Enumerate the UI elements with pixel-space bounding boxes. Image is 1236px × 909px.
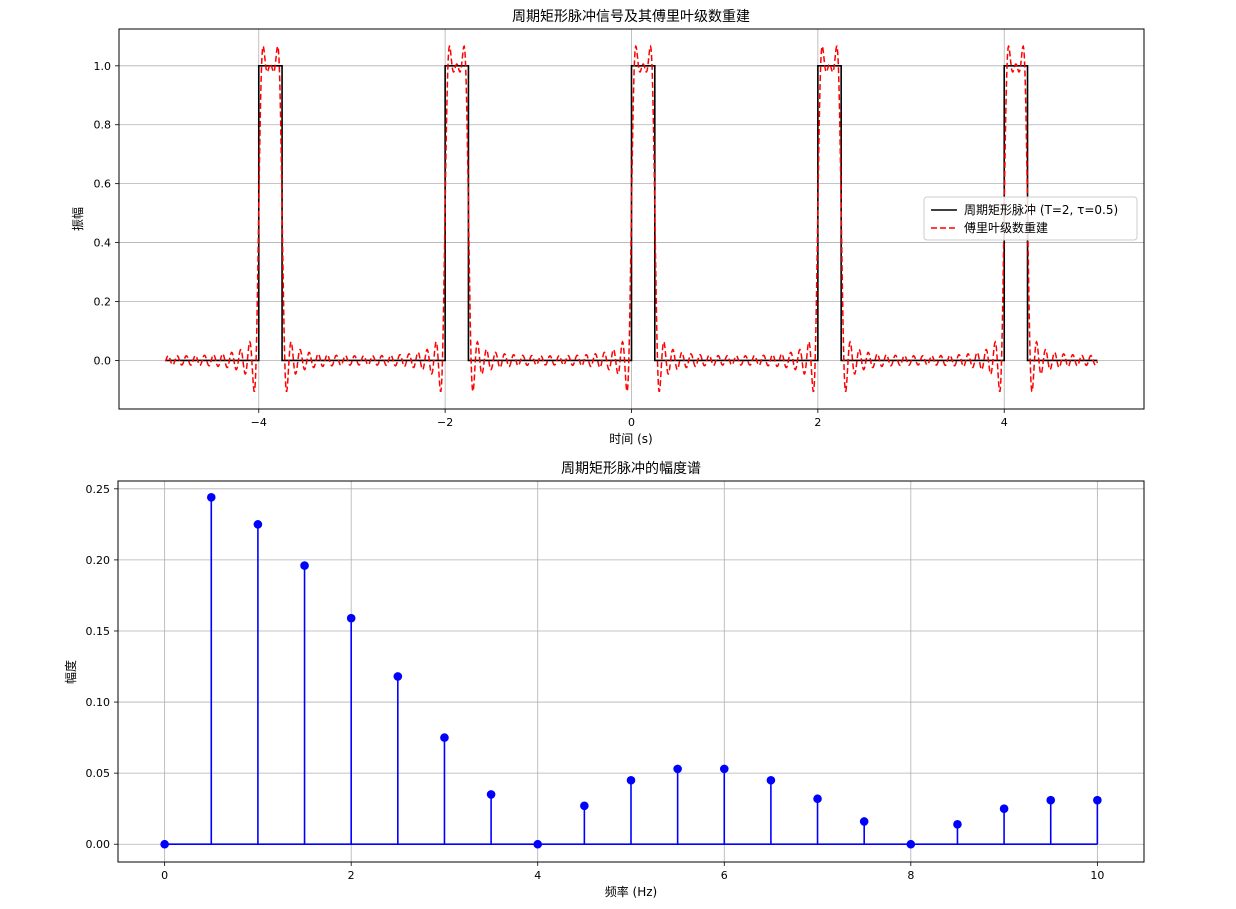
x-tick-label: 0	[628, 416, 635, 429]
x-tick-label: 8	[907, 869, 914, 882]
stem-marker	[1046, 795, 1056, 805]
stem-marker	[859, 817, 869, 826]
x-tick-label: 0	[161, 869, 168, 882]
spectrum-chart: 周期矩形脉冲的幅度谱 频率 (Hz) 幅度 0 2 4 6 8 10 0.00 0.05 0.1…	[63, 461, 1145, 899]
ticks: −4 −2 0 2 4 0.0 0.2 0.4 0.6 0.8 1.0	[94, 60, 1008, 429]
stem-marker	[253, 520, 263, 529]
y-tick-label: 0.2	[94, 295, 112, 308]
y-axis-label: 幅度	[63, 660, 78, 684]
legend-entry-fourier: 傅里叶级数重建	[964, 220, 1048, 235]
stem-marker	[160, 839, 169, 849]
y-tick-label: 1.0	[94, 60, 112, 73]
x-tick-label: −2	[437, 416, 453, 429]
y-tick-label: 0.0	[94, 354, 112, 367]
stem-marker	[673, 764, 682, 774]
stem-marker	[346, 613, 356, 623]
series-fourier-line	[164, 44, 1099, 393]
x-tick-label: 2	[348, 869, 355, 882]
stem-marker	[953, 820, 962, 829]
legend: 周期矩形脉冲 (T=2, τ=0.5) 傅里叶级数重建	[923, 196, 1138, 241]
stem-marker	[393, 672, 403, 681]
stem-marker	[440, 733, 449, 742]
y-tick-label: 0.4	[94, 237, 112, 250]
y-axis-label: 振幅	[70, 207, 85, 231]
stem-marker	[300, 561, 309, 570]
y-tick-label: 0.05	[86, 767, 111, 780]
stem-marker	[906, 839, 916, 849]
y-tick-label: 0.6	[94, 178, 112, 191]
x-tick-label: 6	[721, 869, 728, 882]
legend-entry-pulse: 周期矩形脉冲 (T=2, τ=0.5)	[964, 202, 1118, 217]
y-tick-label: 0.8	[94, 119, 112, 132]
plot-frame	[117, 480, 1145, 863]
y-tick-label: 0.10	[86, 696, 111, 709]
ticks: 0 2 4 6 8 10 0.00 0.05 0.10 0.15 0.20 0.25	[86, 483, 1105, 882]
chart-title: 周期矩形脉冲的幅度谱	[561, 461, 701, 477]
x-tick-label: 2	[814, 416, 821, 429]
x-tick-label: 4	[1001, 416, 1008, 429]
x-tick-label: 4	[534, 869, 541, 882]
time-domain-chart: 周期矩形脉冲信号及其傅里叶级数重建 时间 (s) 振幅 −4 −2 0 2 4 0.0 0.…	[70, 9, 1145, 446]
y-tick-label: 0.25	[86, 483, 111, 496]
stem-marker	[533, 839, 543, 849]
stem-marker	[580, 801, 589, 811]
stem-marker	[999, 804, 1009, 813]
stem-marker	[206, 493, 216, 502]
stem-marker	[813, 794, 822, 804]
stem-group	[160, 493, 1102, 849]
x-axis-label: 频率 (Hz)	[605, 884, 658, 899]
chart-title: 周期矩形脉冲信号及其傅里叶级数重建	[512, 9, 750, 25]
stem-marker	[486, 790, 496, 799]
y-tick-label: 0.15	[86, 625, 111, 638]
stem-marker	[766, 775, 776, 785]
stem-marker	[626, 775, 636, 785]
x-axis-label: 时间 (s)	[609, 432, 652, 446]
stem-marker	[1093, 795, 1102, 805]
x-tick-label: 10	[1090, 869, 1104, 882]
y-tick-label: 0.00	[86, 838, 111, 851]
legend-box	[923, 196, 1138, 241]
x-tick-label: −4	[251, 416, 267, 429]
y-tick-label: 0.20	[86, 554, 111, 567]
stem-marker	[719, 764, 729, 774]
